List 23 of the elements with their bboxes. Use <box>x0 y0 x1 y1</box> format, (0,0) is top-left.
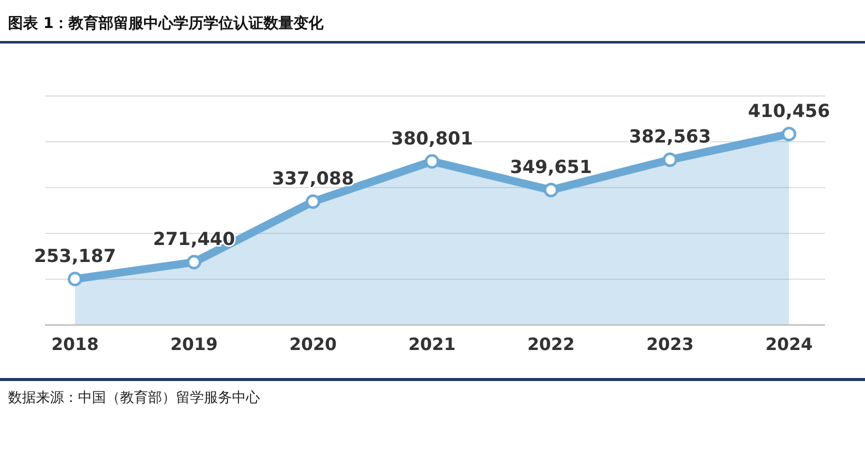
point <box>186 254 202 270</box>
chart-title: 图表 1：教育部留服中心学历学位认证数量变化 <box>8 14 325 32</box>
data-label: 349,651 <box>510 157 592 178</box>
x-tick-label: 2020 <box>289 335 337 355</box>
data-label: 271,440 <box>153 229 235 250</box>
point <box>306 194 320 209</box>
x-tick-label: 2024 <box>765 335 813 355</box>
data-label: 410,456 <box>748 101 830 122</box>
point <box>662 152 678 167</box>
x-tick-label: 2021 <box>408 335 456 355</box>
data-label: 253,187 <box>34 246 116 267</box>
data-label: 380,801 <box>391 128 473 150</box>
x-tick-label: 2023 <box>646 335 694 355</box>
point <box>424 154 440 169</box>
data-label: 382,563 <box>629 126 711 148</box>
x-tick-label: 2019 <box>170 335 218 355</box>
x-tick-label: 2018 <box>51 335 99 355</box>
annotation: 数据来源：中国（教育部）留学服务中心 <box>7 389 261 407</box>
point <box>68 272 82 286</box>
x-tick-label: 2022 <box>527 335 575 355</box>
point <box>782 126 796 142</box>
point <box>544 182 558 198</box>
data-label: 337,088 <box>272 168 354 190</box>
